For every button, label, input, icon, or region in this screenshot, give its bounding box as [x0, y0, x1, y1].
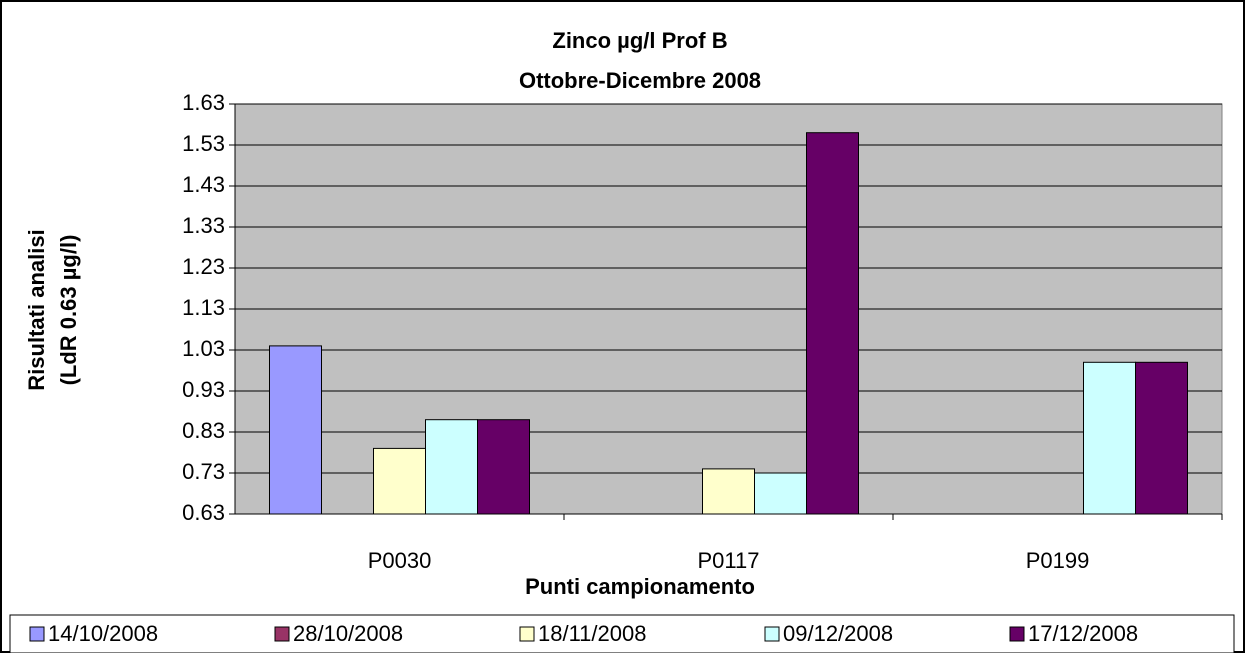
- bar: [1135, 361, 1188, 515]
- y-tick-label: 1.43: [182, 172, 225, 197]
- y-tick-label: 0.63: [182, 500, 225, 525]
- legend-box: [9, 614, 1235, 653]
- y-tick-label: 1.33: [182, 213, 225, 238]
- y-axis-label: Risultati analisi: [24, 229, 49, 390]
- bar: [1083, 361, 1136, 515]
- x-tick-label: P0030: [368, 548, 432, 573]
- legend-label: 18/11/2008: [538, 621, 646, 646]
- bar: [754, 472, 807, 515]
- legend-swatch: [1009, 626, 1025, 642]
- legend-label: 17/12/2008: [1028, 621, 1138, 646]
- bar: [269, 345, 322, 515]
- chart-subtitle: Ottobre-Dicembre 2008: [519, 68, 761, 93]
- legend-swatch: [519, 626, 535, 642]
- bar: [425, 419, 478, 515]
- y-tick-label: 1.03: [182, 336, 225, 361]
- chart-title: Zinco µg/l Prof B: [552, 28, 727, 53]
- bar: [806, 132, 859, 515]
- legend-label: 28/10/2008: [293, 621, 403, 646]
- y-tick-label: 0.83: [182, 418, 225, 443]
- y-tick-label: 1.63: [182, 90, 225, 115]
- x-axis-label: Punti campionamento: [525, 574, 755, 599]
- y-tick-label: 1.53: [182, 131, 225, 156]
- bar: [702, 468, 755, 515]
- bar: [477, 419, 530, 515]
- y-axis-label: (LdR 0.63 µg/l): [56, 235, 81, 386]
- legend-label: 09/12/2008: [783, 621, 893, 646]
- x-tick-label: P0117: [698, 548, 760, 573]
- y-tick-label: 0.73: [182, 459, 225, 484]
- x-tick-label: P0199: [1026, 548, 1090, 573]
- legend-swatch: [764, 626, 780, 642]
- legend-label: 14/10/2008: [48, 621, 158, 646]
- y-tick-label: 1.23: [182, 254, 225, 279]
- legend-swatch: [274, 626, 290, 642]
- bar: [373, 447, 426, 515]
- y-tick-label: 1.13: [182, 295, 225, 320]
- legend-swatch: [29, 626, 45, 642]
- y-tick-label: 0.93: [182, 377, 225, 402]
